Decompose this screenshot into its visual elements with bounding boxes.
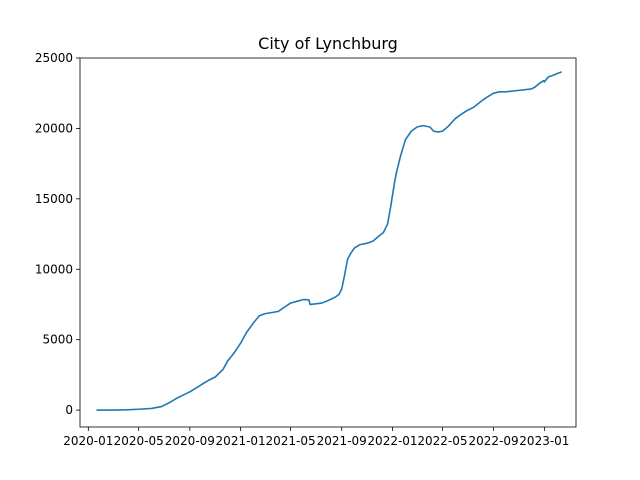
x-tick-label: 2020-01: [63, 434, 113, 448]
axes-frame: [79, 57, 577, 428]
series-line-0: [96, 71, 562, 411]
x-tick-label: 2022-05: [417, 434, 467, 448]
x-tick-label: 2021-05: [265, 434, 315, 448]
x-tick-label: 2020-05: [114, 434, 164, 448]
x-axis: 2020-01 2020-05 2020-09 2021-01 2021-05 2021-…: [63, 427, 569, 448]
x-tick-label: 2020-09: [165, 434, 215, 448]
y-tick-label: 15000: [35, 192, 73, 206]
y-tick-label: 0: [65, 403, 73, 417]
y-axis: 0 5000 10000 15000 20000 25000: [35, 51, 80, 417]
y-tick-label: 20000: [35, 121, 73, 135]
series-layer: [96, 71, 562, 411]
x-tick-label: 2021-01: [216, 434, 266, 448]
chart-title: City of Lynchburg: [258, 34, 398, 53]
y-tick-label: 25000: [35, 51, 73, 65]
y-tick-label: 5000: [42, 333, 73, 347]
x-tick-label: 2021-09: [317, 434, 367, 448]
y-tick-label: 10000: [35, 262, 73, 276]
x-tick-label: 2022-01: [367, 434, 417, 448]
plot-area: [80, 58, 576, 427]
axes: [79, 57, 577, 428]
x-tick-label: 2023-01: [519, 434, 569, 448]
x-tick-label: 2022-09: [469, 434, 519, 448]
